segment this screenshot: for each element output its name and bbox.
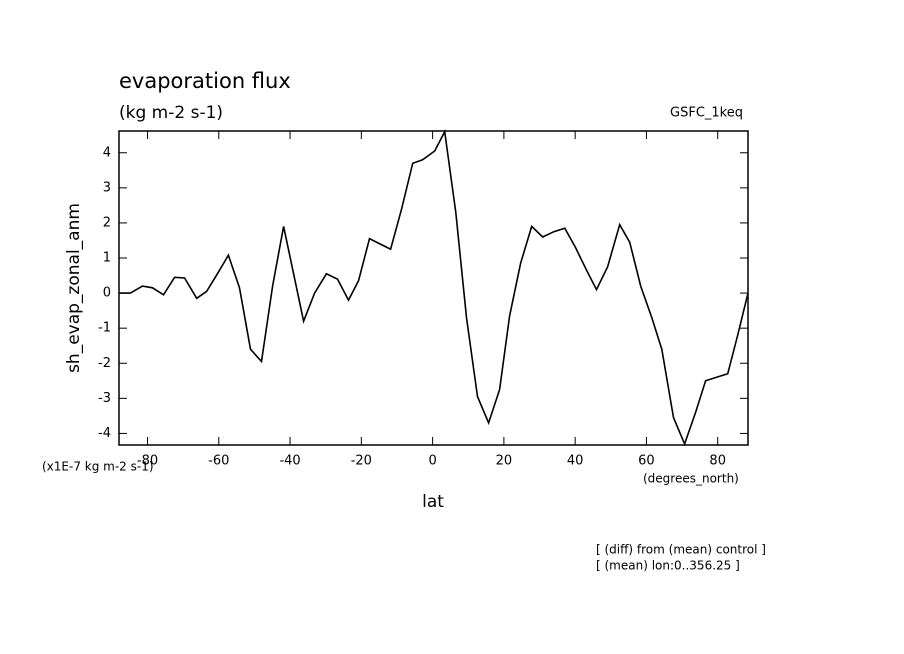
y-tick-label: -4 xyxy=(98,426,111,441)
y-tick-label: -3 xyxy=(98,391,111,406)
y-axis-label: sh_evap_zonal_anm xyxy=(64,203,84,373)
x-tick-label: 60 xyxy=(638,454,655,469)
y-tick-label: -2 xyxy=(98,356,111,371)
x-tick-label: -20 xyxy=(351,454,372,469)
y-tick-label: -1 xyxy=(98,321,111,336)
y-tick-label: 1 xyxy=(103,251,111,266)
y-tick-label: 3 xyxy=(103,180,111,195)
plot-frame xyxy=(118,130,749,446)
x-tick-label: -80 xyxy=(137,454,158,469)
note: [ (mean) lon:0..356.25 ] xyxy=(596,559,740,573)
x-tick-label: 0 xyxy=(428,454,436,469)
y-tick-label: 0 xyxy=(103,286,111,301)
chart-subtitle: (kg m-2 s-1) xyxy=(119,103,223,123)
note: [ (diff) from (mean) control ] xyxy=(596,543,766,557)
x-tick-label: 40 xyxy=(567,454,584,469)
x-units: (degrees_north) xyxy=(643,472,739,486)
x-tick-label: 20 xyxy=(496,454,513,469)
x-tick-label: 80 xyxy=(709,454,726,469)
chart-title: evaporation flux xyxy=(119,69,291,93)
data-line xyxy=(119,129,749,447)
y-tick-label: 2 xyxy=(103,215,111,230)
x-axis-label: lat xyxy=(422,492,444,512)
x-tick-label: -60 xyxy=(208,454,229,469)
y-units: (x1E-7 kg m-2 s-1) xyxy=(42,460,154,474)
experiment-label: GSFC_1keq xyxy=(670,106,743,121)
x-tick-label: -40 xyxy=(279,454,300,469)
y-tick-label: 4 xyxy=(103,145,111,160)
